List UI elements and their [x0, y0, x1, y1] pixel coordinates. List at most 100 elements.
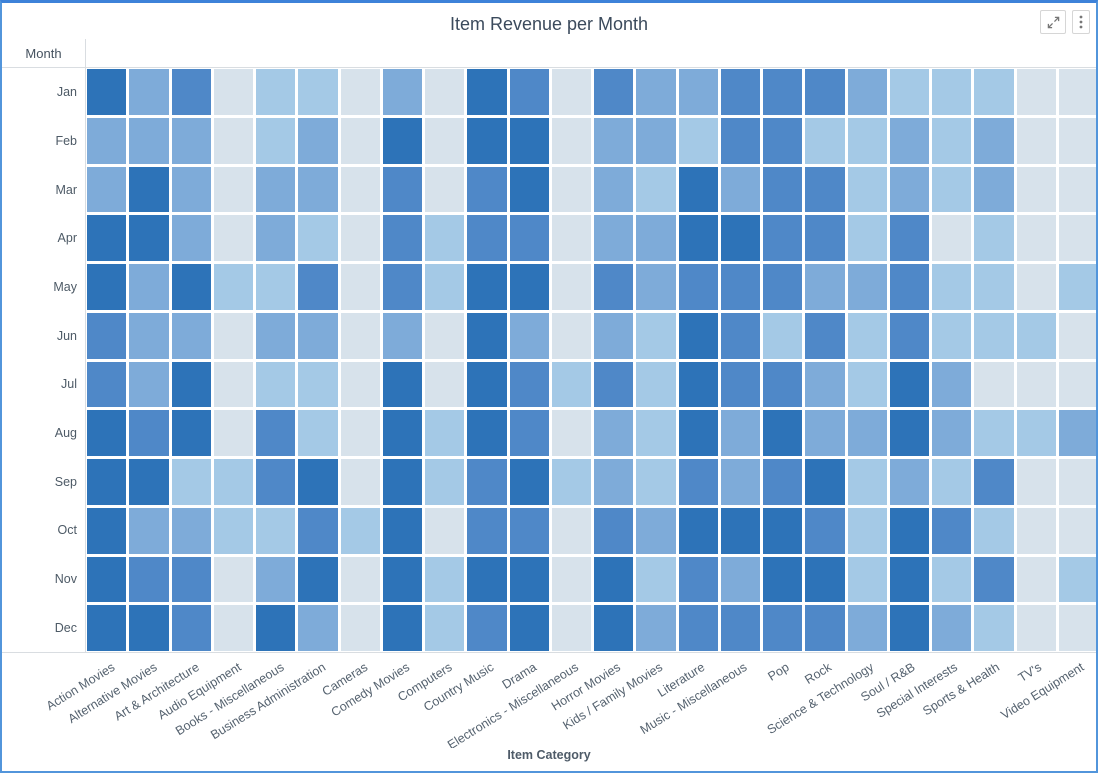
heatmap-cell[interactable]	[509, 605, 549, 651]
heatmap-cell[interactable]	[763, 166, 803, 213]
heatmap-cell[interactable]	[847, 459, 887, 505]
heatmap-cell[interactable]	[678, 605, 718, 651]
heatmap-cell[interactable]	[87, 556, 127, 603]
heatmap-cell[interactable]	[467, 264, 507, 310]
heatmap-cell[interactable]	[678, 264, 718, 310]
heatmap-cell[interactable]	[594, 264, 634, 310]
heatmap-cell[interactable]	[171, 507, 211, 554]
heatmap-cell[interactable]	[425, 605, 465, 651]
heatmap-cell[interactable]	[256, 410, 296, 456]
heatmap-cell[interactable]	[594, 410, 634, 456]
heatmap-cell[interactable]	[636, 166, 676, 213]
heatmap-cell[interactable]	[1016, 117, 1056, 164]
heatmap-cell[interactable]	[129, 264, 169, 310]
heatmap-cell[interactable]	[171, 312, 211, 359]
heatmap-cell[interactable]	[889, 556, 929, 603]
heatmap-cell[interactable]	[594, 459, 634, 505]
heatmap-cell[interactable]	[1058, 312, 1096, 359]
heatmap-cell[interactable]	[551, 69, 591, 115]
heatmap-cell[interactable]	[805, 215, 845, 261]
heatmap-cell[interactable]	[298, 361, 338, 408]
heatmap-cell[interactable]	[636, 117, 676, 164]
heatmap-cell[interactable]	[1016, 410, 1056, 456]
heatmap-cell[interactable]	[171, 69, 211, 115]
heatmap-cell[interactable]	[1016, 215, 1056, 261]
heatmap-cell[interactable]	[551, 556, 591, 603]
heatmap-cell[interactable]	[256, 215, 296, 261]
heatmap-cell[interactable]	[720, 605, 760, 651]
heatmap-cell[interactable]	[805, 605, 845, 651]
heatmap-cell[interactable]	[974, 556, 1014, 603]
heatmap-cell[interactable]	[129, 166, 169, 213]
heatmap-cell[interactable]	[256, 69, 296, 115]
heatmap-cell[interactable]	[87, 410, 127, 456]
heatmap-cell[interactable]	[678, 507, 718, 554]
heatmap-cell[interactable]	[974, 215, 1014, 261]
heatmap-cell[interactable]	[720, 264, 760, 310]
heatmap-cell[interactable]	[763, 605, 803, 651]
heatmap-cell[interactable]	[87, 117, 127, 164]
heatmap-cell[interactable]	[932, 69, 972, 115]
heatmap-cell[interactable]	[256, 605, 296, 651]
heatmap-cell[interactable]	[87, 459, 127, 505]
heatmap-cell[interactable]	[340, 264, 380, 310]
heatmap-cell[interactable]	[932, 215, 972, 261]
heatmap-cell[interactable]	[974, 117, 1014, 164]
heatmap-cell[interactable]	[889, 459, 929, 505]
heatmap-cell[interactable]	[720, 69, 760, 115]
heatmap-cell[interactable]	[87, 69, 127, 115]
heatmap-cell[interactable]	[129, 215, 169, 261]
heatmap-cell[interactable]	[425, 117, 465, 164]
heatmap-cell[interactable]	[805, 556, 845, 603]
heatmap-cell[interactable]	[594, 117, 634, 164]
heatmap-cell[interactable]	[1058, 215, 1096, 261]
heatmap-cell[interactable]	[889, 166, 929, 213]
heatmap-cell[interactable]	[87, 361, 127, 408]
heatmap-cell[interactable]	[425, 361, 465, 408]
heatmap-cell[interactable]	[509, 556, 549, 603]
heatmap-cell[interactable]	[594, 69, 634, 115]
heatmap-cell[interactable]	[382, 312, 422, 359]
heatmap-cell[interactable]	[213, 117, 253, 164]
heatmap-cell[interactable]	[1016, 166, 1056, 213]
heatmap-cell[interactable]	[847, 69, 887, 115]
heatmap-cell[interactable]	[298, 312, 338, 359]
heatmap-cell[interactable]	[1058, 605, 1096, 651]
heatmap-cell[interactable]	[213, 361, 253, 408]
heatmap-cell[interactable]	[467, 69, 507, 115]
heatmap-cell[interactable]	[509, 312, 549, 359]
heatmap-cell[interactable]	[382, 215, 422, 261]
heatmap-cell[interactable]	[298, 264, 338, 310]
heatmap-cell[interactable]	[1016, 507, 1056, 554]
heatmap-cell[interactable]	[847, 264, 887, 310]
heatmap-cell[interactable]	[636, 410, 676, 456]
heatmap-cell[interactable]	[551, 605, 591, 651]
heatmap-cell[interactable]	[382, 69, 422, 115]
heatmap-cell[interactable]	[129, 117, 169, 164]
heatmap-cell[interactable]	[340, 556, 380, 603]
heatmap-cell[interactable]	[932, 605, 972, 651]
heatmap-cell[interactable]	[1016, 605, 1056, 651]
heatmap-cell[interactable]	[129, 361, 169, 408]
heatmap-cell[interactable]	[382, 410, 422, 456]
heatmap-cell[interactable]	[1058, 69, 1096, 115]
heatmap-cell[interactable]	[720, 507, 760, 554]
heatmap-cell[interactable]	[256, 166, 296, 213]
heatmap-cell[interactable]	[382, 507, 422, 554]
heatmap-cell[interactable]	[678, 69, 718, 115]
heatmap-cell[interactable]	[805, 507, 845, 554]
heatmap-cell[interactable]	[467, 166, 507, 213]
heatmap-cell[interactable]	[763, 556, 803, 603]
heatmap-cell[interactable]	[509, 69, 549, 115]
heatmap-cell[interactable]	[763, 459, 803, 505]
heatmap-cell[interactable]	[889, 410, 929, 456]
heatmap-cell[interactable]	[763, 69, 803, 115]
heatmap-cell[interactable]	[847, 507, 887, 554]
heatmap-cell[interactable]	[509, 459, 549, 505]
heatmap-cell[interactable]	[298, 556, 338, 603]
heatmap-cell[interactable]	[256, 312, 296, 359]
heatmap-cell[interactable]	[298, 166, 338, 213]
heatmap-cell[interactable]	[467, 507, 507, 554]
heatmap-cell[interactable]	[763, 507, 803, 554]
heatmap-cell[interactable]	[340, 312, 380, 359]
